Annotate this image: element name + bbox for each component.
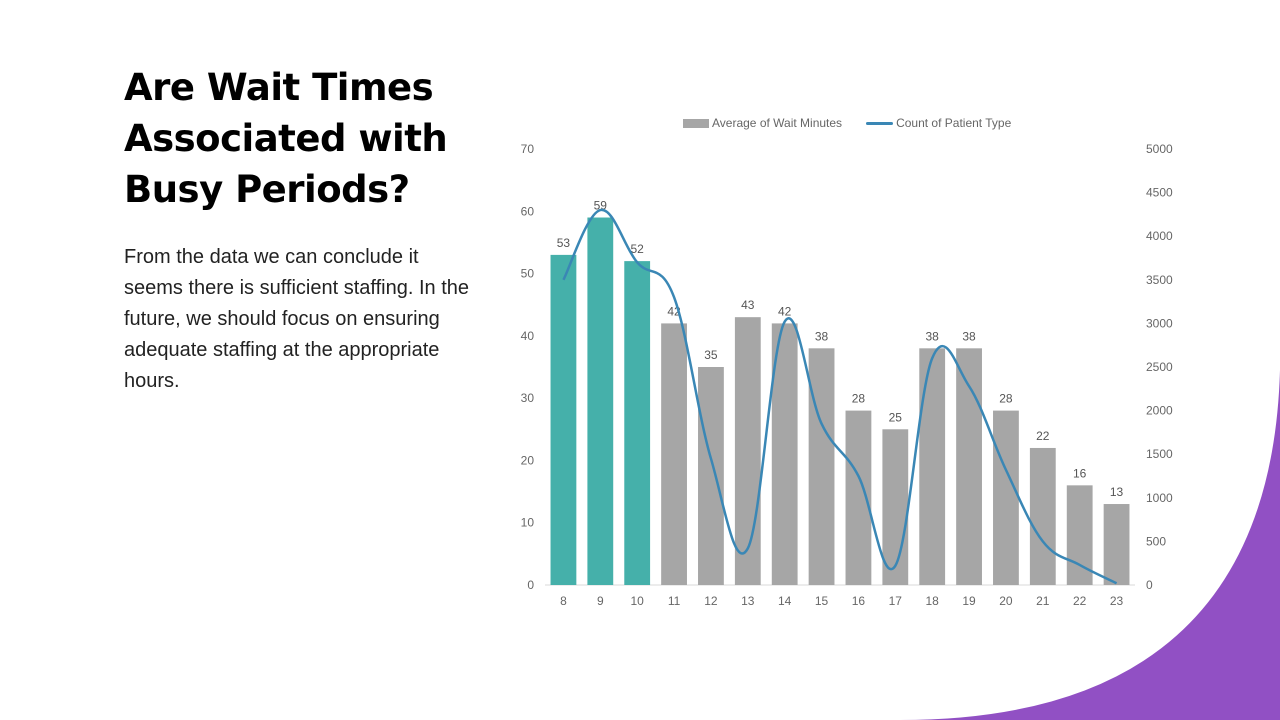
bar-data-label: 52 xyxy=(631,242,645,256)
y-right-tick-label: 1500 xyxy=(1146,447,1173,461)
slide-body-text: From the data we can conclude it seems t… xyxy=(124,246,469,392)
bar-data-label: 42 xyxy=(778,304,792,318)
bar-data-label: 25 xyxy=(889,410,903,424)
legend-item-wait-minutes: Average of Wait Minutes xyxy=(683,116,842,130)
x-tick-label: 11 xyxy=(668,594,681,608)
legend-item-patient-count: Count of Patient Type xyxy=(866,116,1011,130)
y-right-tick-label: 5000 xyxy=(1146,142,1173,156)
x-tick-label: 18 xyxy=(926,594,940,608)
chart-plot-area: 0 10 20 30 40 50 60 70 0 500 1000 1500 2000 2500 3000 3… xyxy=(521,142,1173,608)
bar-wait-minutes xyxy=(1029,447,1056,585)
y-right-tick-label: 4000 xyxy=(1146,229,1173,243)
x-tick-label: 12 xyxy=(704,594,718,608)
bar-wait-minutes xyxy=(771,323,798,585)
y-right-tick-label: 0 xyxy=(1146,578,1153,592)
slide-title: Are Wait Times Associated with Busy Peri… xyxy=(124,66,448,211)
y-left-tick-label: 20 xyxy=(521,453,535,467)
y-right-tick-label: 3500 xyxy=(1146,273,1173,287)
x-tick-label: 21 xyxy=(1036,594,1050,608)
bar-wait-minutes xyxy=(734,317,761,585)
x-tick-label: 8 xyxy=(560,594,567,608)
x-tick-label: 13 xyxy=(741,594,755,608)
x-tick-label: 16 xyxy=(852,594,866,608)
legend-label-patient-count: Count of Patient Type xyxy=(896,116,1012,130)
bar-wait-minutes xyxy=(661,323,687,585)
bar-wait-minutes xyxy=(1103,504,1130,585)
combo-chart: Average of Wait Minutes Count of Patient… xyxy=(500,100,1200,620)
y-left-tick-label: 0 xyxy=(527,578,534,592)
bar-wait-minutes xyxy=(882,429,909,585)
x-tick-label: 15 xyxy=(815,594,829,608)
bar-data-label: 16 xyxy=(1073,466,1087,480)
legend-label-wait-minutes: Average of Wait Minutes xyxy=(712,116,843,130)
bar-data-label: 38 xyxy=(926,329,940,343)
bar-data-label: 38 xyxy=(815,329,829,343)
bar-data-label: 35 xyxy=(704,348,718,362)
bar-data-label: 28 xyxy=(999,392,1013,406)
legend-swatch-line xyxy=(866,121,894,125)
y-right-tick-label: 2000 xyxy=(1146,404,1173,418)
y-right-tick-label: 4500 xyxy=(1146,186,1173,200)
x-tick-label: 23 xyxy=(1110,594,1124,608)
y-left-tick-label: 70 xyxy=(521,142,535,156)
y-left-tick-label: 40 xyxy=(521,329,535,343)
bar-wait-minutes xyxy=(845,410,872,585)
legend-swatch-bar xyxy=(683,118,709,128)
bar-data-label: 13 xyxy=(1110,485,1124,499)
y-left-tick-label: 60 xyxy=(521,204,535,218)
y-right-tick-label: 1000 xyxy=(1146,491,1173,505)
bar-wait-minutes xyxy=(993,410,1019,585)
bar-wait-minutes xyxy=(698,367,724,585)
bar-wait-minutes xyxy=(956,348,982,585)
y-right-tick-label: 500 xyxy=(1146,534,1166,548)
x-tick-label: 19 xyxy=(962,594,976,608)
x-tick-label: 10 xyxy=(631,594,645,608)
x-tick-label: 20 xyxy=(999,594,1013,608)
y-right-tick-label: 3000 xyxy=(1146,316,1173,330)
bar-wait-minutes xyxy=(550,254,577,585)
bar-wait-minutes xyxy=(624,261,651,585)
chart-legend: Average of Wait Minutes Count of Patient… xyxy=(683,116,1035,130)
x-tick-label: 14 xyxy=(778,594,792,608)
bar-data-label: 53 xyxy=(557,236,571,250)
y-left-tick-label: 10 xyxy=(521,516,535,530)
x-tick-label: 9 xyxy=(597,594,604,608)
x-tick-label: 22 xyxy=(1073,594,1087,608)
bar-data-label: 43 xyxy=(741,298,755,312)
bar-wait-minutes xyxy=(808,348,835,585)
x-tick-label: 17 xyxy=(889,594,903,608)
bar-wait-minutes xyxy=(919,348,946,585)
bar-data-label: 28 xyxy=(852,392,866,406)
y-left-tick-label: 50 xyxy=(521,267,535,281)
y-left-tick-label: 30 xyxy=(521,391,535,405)
bar-wait-minutes xyxy=(587,217,614,585)
bar-data-label: 38 xyxy=(962,329,976,343)
y-right-tick-label: 2500 xyxy=(1146,360,1173,374)
bar-data-label: 22 xyxy=(1036,429,1050,443)
